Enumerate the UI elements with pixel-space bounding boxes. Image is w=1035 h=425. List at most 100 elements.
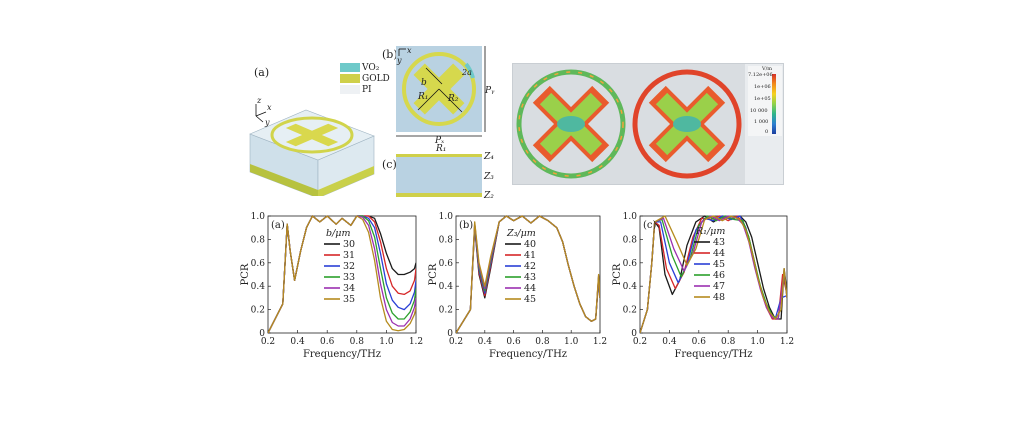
chart-1-legend-label-35: 35	[343, 294, 355, 305]
top-view-x-label: x	[407, 46, 412, 55]
chart-1-xtick-label: 0.6	[320, 337, 335, 347]
chart-2-ytick-label: 1.0	[439, 212, 454, 222]
chart-3-xtick-label: 0.8	[721, 337, 736, 347]
chart-3-legend-label-45: 45	[713, 259, 725, 270]
chart-2-xtick-label: 0.6	[506, 337, 521, 347]
dim-z4-label: Z₄	[484, 152, 494, 162]
side-bottom-gold	[396, 193, 482, 197]
dim-z3-label: Z₃	[484, 172, 494, 182]
chart-3-ylabel: PCR	[612, 263, 623, 285]
axis-y-label: y	[265, 118, 270, 127]
chart-1-legend-label-34: 34	[343, 283, 355, 294]
chart-2-ytick-label: 0	[447, 329, 453, 339]
chart-2-ytick-label: 0.2	[439, 306, 453, 316]
chart-1-legend-label-33: 33	[343, 272, 355, 283]
chart-1-ytick-label: 0.6	[251, 259, 266, 269]
legend-row-gold: GOLD	[340, 73, 400, 84]
colorbar-unit: V/m	[762, 66, 773, 72]
legend-row-pi: PI	[340, 84, 400, 95]
chart-3-series-48	[640, 215, 787, 333]
colorbar-gradient	[772, 74, 776, 134]
field-map-left	[513, 64, 629, 184]
top-panel-a-label: (a)	[254, 66, 270, 79]
chart-1-ytick-label: 1.0	[251, 212, 266, 222]
dim-px-label: Pₓ	[435, 136, 445, 146]
chart-3-ytick-label: 0	[631, 329, 637, 339]
chart-3-legend-label-48: 48	[713, 292, 725, 303]
dim-b-label: b	[421, 78, 427, 88]
chart-2-ytick-label: 0.6	[439, 259, 454, 269]
chart-1-ytick-label: 0.8	[251, 235, 266, 245]
field-map-right	[629, 64, 745, 184]
top-view-vo2-gap	[464, 62, 475, 79]
colorbar-tick-1: 1e+06	[754, 84, 771, 90]
chart-2-xtick-label: 0.4	[478, 337, 493, 347]
chart-1-legend-label-30: 30	[343, 239, 355, 250]
chart-2-ytick-label: 0.4	[439, 282, 454, 292]
dim-z2-label: Z₂	[484, 191, 494, 201]
chart-2-series-45	[456, 215, 600, 333]
chart-1-ytick-label: 0.2	[251, 306, 265, 316]
dim-r1-side-label: R₁	[436, 144, 447, 154]
top-view-ring	[402, 52, 476, 126]
axis-x-label: x	[267, 103, 272, 112]
chart-3-xtick-label: 0.2	[633, 337, 647, 347]
material-legend: VO₂ GOLD PI	[340, 62, 400, 95]
chart-1-panel-label: (a)	[271, 220, 285, 231]
chart-3-ytick-label: 0.8	[623, 235, 638, 245]
chart-3-ytick-label: 0.2	[623, 306, 637, 316]
chart-3-ytick-label: 1.0	[623, 212, 638, 222]
chart-3-legend-label-46: 46	[713, 270, 725, 281]
legend-row-vo2: VO₂	[340, 62, 400, 73]
legend-swatch-vo2	[340, 63, 360, 72]
legend-swatch-pi	[340, 85, 360, 94]
chart-3-legend-label-47: 47	[713, 281, 725, 292]
chart-3-xtick-label: 0.6	[692, 337, 707, 347]
unit-cell-side-view	[396, 154, 482, 197]
top-view-y-label: y	[397, 56, 402, 65]
axis-y-line	[255, 115, 264, 123]
unit-cell-top-view	[396, 46, 486, 137]
side-top-gold	[396, 154, 482, 157]
chart-1-xtick-label: 0.2	[261, 337, 275, 347]
top-panel-b-label: (b)	[382, 48, 398, 61]
chart-3-ytick-label: 0.4	[623, 282, 638, 292]
unit-cell-3d	[249, 104, 375, 196]
chart-3-xtick-label: 1.2	[780, 337, 794, 347]
legend-label-gold: GOLD	[362, 73, 390, 84]
chart-3-xlabel: Frequency/THz	[674, 349, 752, 360]
top-panel-a: (a) z x y	[248, 58, 378, 198]
chart-2-xtick-label: 0.2	[449, 337, 463, 347]
chart-2-legend-label-40: 40	[524, 239, 536, 250]
chart-2-legend-label-44: 44	[524, 283, 536, 294]
chart-1-xtick-label: 0.8	[350, 337, 365, 347]
gold-cross	[285, 123, 339, 147]
chart-3-legend-label-44: 44	[713, 248, 725, 259]
top-panel-c-label: (c)	[382, 158, 397, 171]
legend-label-pi: PI	[362, 84, 372, 95]
chart-2-legend-label-42: 42	[524, 261, 536, 272]
chart-1-legend-title: b/μm	[326, 228, 350, 239]
chart-1-legend-label-32: 32	[343, 261, 355, 272]
dim-r2-label: R₂	[448, 94, 459, 104]
colorbar-tick-2: 1e+05	[754, 96, 771, 102]
dim-r1-label: R₁	[418, 92, 429, 102]
colorbar-tick-0: 7.12e+06	[748, 72, 773, 78]
gold-base-strip-left	[250, 164, 318, 196]
gold-base-strip	[318, 166, 374, 196]
chart-1-xtick-label: 0.4	[290, 337, 305, 347]
chart-2-xtick-label: 1.2	[593, 337, 607, 347]
dim-b-line	[425, 67, 443, 85]
chart-2-legend-label-41: 41	[524, 250, 536, 261]
chart-1-ytick-label: 0	[259, 329, 265, 339]
colorbar: V/m 7.12e+06 1e+06 1e+05 10 000 1 000 0	[748, 66, 782, 136]
chart-3-legend-title: R₁/μm	[695, 226, 725, 237]
chart-1-ylabel: PCR	[240, 263, 251, 285]
chart-1-legend-label-31: 31	[343, 250, 355, 261]
chart-3-xtick-label: 0.4	[662, 337, 677, 347]
gold-ring	[270, 116, 354, 154]
field-map-panel: V/m 7.12e+06 1e+06 1e+05 10 000 1 000 0	[512, 63, 784, 185]
chart-3-xtick-label: 1.0	[750, 337, 765, 347]
chart-3-ytick-label: 0.6	[623, 259, 638, 269]
